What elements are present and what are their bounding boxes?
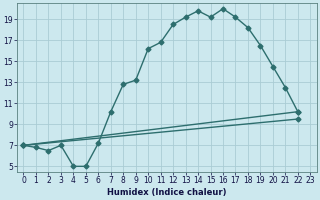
X-axis label: Humidex (Indice chaleur): Humidex (Indice chaleur) <box>107 188 227 197</box>
